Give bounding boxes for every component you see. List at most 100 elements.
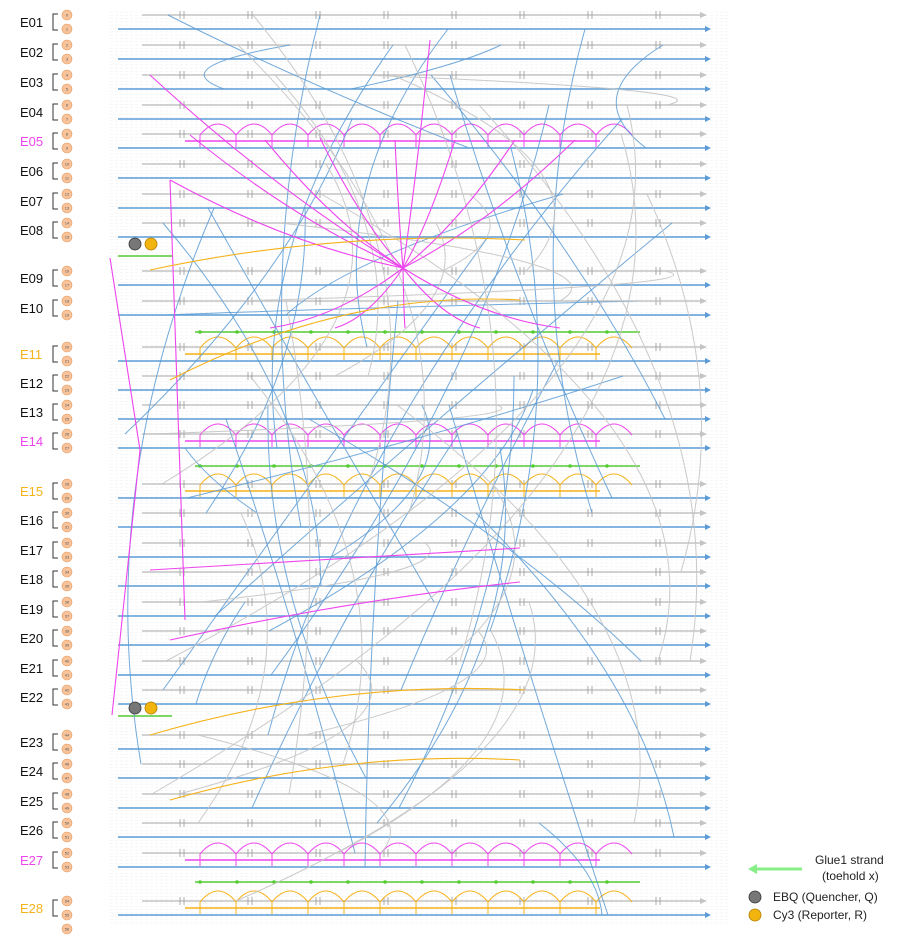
row-bracket [52, 733, 58, 751]
helix-number: 40 [65, 659, 70, 664]
row-label-e02: E02 [20, 45, 43, 60]
helix-number-badge [61, 428, 73, 440]
glue-dot [198, 880, 202, 884]
helix-number-badge [61, 923, 73, 935]
helix-number: 16 [65, 269, 70, 274]
highlight-loop [379, 336, 417, 349]
row-bracket [52, 374, 58, 392]
highlight-loop [235, 473, 273, 486]
crossover-gray [478, 104, 698, 662]
row-bracket [52, 73, 58, 91]
strand-arrow-icon [705, 86, 711, 92]
crossover-magenta [264, 139, 404, 269]
highlight-loop [487, 336, 525, 349]
crossover-blue [267, 404, 367, 779]
helix-number: 17 [65, 283, 70, 288]
crossover-magenta [402, 267, 406, 329]
helix-number-badge [61, 580, 73, 592]
glue-dot [346, 880, 350, 884]
highlight-loop [343, 890, 381, 903]
strand-arrow-icon [705, 312, 711, 318]
highlight-loop [379, 423, 417, 436]
helix-number-badge [61, 341, 73, 353]
row-label-e20: E20 [20, 631, 43, 646]
row-bracket [52, 899, 58, 917]
crossover-blue [124, 118, 353, 435]
glue-dot [531, 880, 535, 884]
highlight-loop [307, 123, 345, 136]
glue-dot [309, 330, 313, 334]
crossover-gray [178, 660, 373, 795]
row-bracket [52, 192, 58, 210]
strand-arrow-icon [705, 56, 711, 62]
strand-arrow-icon [705, 234, 711, 240]
strand-arrow-icon [700, 898, 707, 904]
legend-glue-arrowhead-icon [748, 864, 757, 874]
row-bracket [52, 162, 58, 180]
crossover-blue [280, 14, 321, 528]
crossover-blue [127, 207, 215, 765]
helix-number: 2 [66, 43, 69, 48]
crossover-blue [195, 601, 246, 705]
highlight-loop [415, 123, 453, 136]
helix-number: 13 [65, 206, 70, 211]
crossover-blue [350, 44, 502, 90]
strand-arrow-icon [700, 481, 707, 487]
helix-number-badge [61, 698, 73, 710]
crossover-blue [184, 447, 258, 514]
strand-arrow-icon [705, 672, 711, 678]
highlight-loop [451, 123, 489, 136]
highlight-loop [379, 890, 417, 903]
row-bracket [52, 269, 58, 287]
helix-number: 19 [65, 313, 70, 318]
helix-number-badge [61, 788, 73, 800]
crossover-gray [235, 601, 536, 902]
crossover-blue [285, 193, 564, 316]
crossover-blue [449, 74, 613, 499]
glue-dot [531, 330, 535, 334]
highlight-loop [307, 890, 345, 903]
crossover-blue [308, 418, 642, 662]
row-label-e13: E13 [20, 405, 43, 420]
strand-arrow-icon [705, 205, 711, 211]
helix-number: 46 [65, 762, 70, 767]
helix-number: 20 [65, 345, 70, 350]
glue-dot [605, 330, 609, 334]
highlight-loop [451, 423, 489, 436]
helix-number-badge [61, 384, 73, 396]
strand-arrow-icon [705, 701, 711, 707]
row-bracket [52, 13, 58, 31]
crossover-magenta [402, 139, 516, 269]
crossover-magenta [402, 139, 576, 269]
row-bracket [52, 659, 58, 677]
row-bracket [52, 688, 58, 706]
row-label-e15: E15 [20, 484, 43, 499]
crossover-gray [197, 512, 268, 824]
helix-number: 34 [65, 570, 70, 575]
row-label-e19: E19 [20, 602, 43, 617]
highlight-loop [379, 473, 417, 486]
glue-dot [531, 464, 535, 468]
crossover-gray [320, 193, 671, 662]
helix-number-badge [61, 99, 73, 111]
crossover-magenta [402, 39, 431, 269]
strand-arrow-icon [700, 687, 707, 693]
helix-number-badge [61, 772, 73, 784]
helix-number-badge [61, 295, 73, 307]
highlight-loop [307, 336, 345, 349]
helix-number-badge [61, 9, 73, 21]
helix-number: 52 [65, 851, 70, 856]
row-bracket [52, 541, 58, 559]
row-label-e03: E03 [20, 75, 43, 90]
highlight-loop [343, 336, 381, 349]
glue-dot [420, 464, 424, 468]
strand-arrow-icon [705, 416, 711, 422]
strand-arrow-icon [705, 145, 711, 151]
strand-arrow-icon [700, 191, 707, 197]
crossover-blue [251, 433, 459, 809]
helix-number-badge [61, 399, 73, 411]
strand-arrow-icon [705, 554, 711, 560]
crossover-gray [444, 483, 516, 662]
strand-arrow-icon [705, 387, 711, 393]
glue-dot [457, 880, 461, 884]
